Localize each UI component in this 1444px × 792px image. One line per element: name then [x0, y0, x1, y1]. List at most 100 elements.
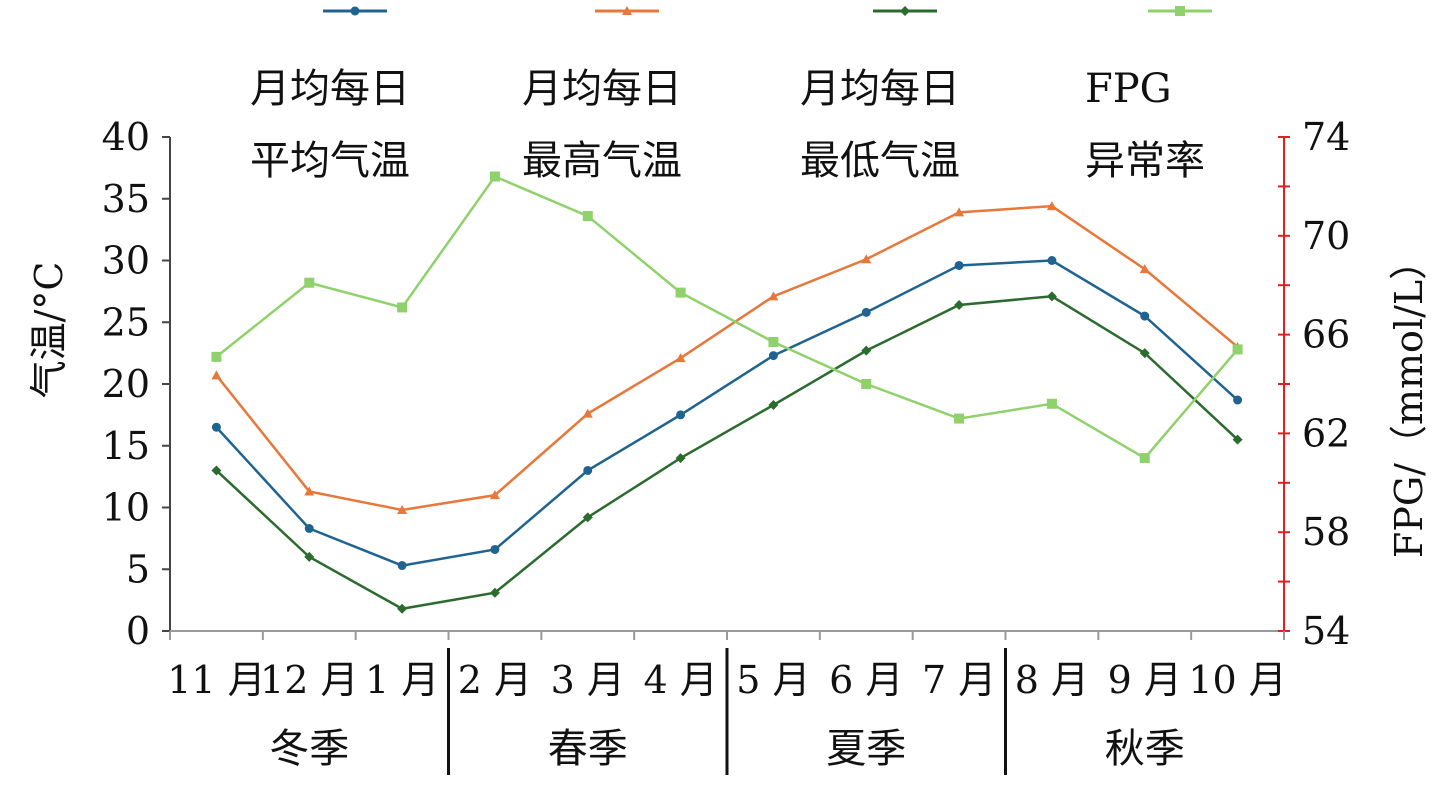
series-line — [215, 204, 1239, 512]
data-point — [900, 6, 910, 16]
season-label: 秋季 — [1105, 726, 1185, 772]
data-point — [861, 379, 872, 389]
legend-label: 月均每日 — [250, 66, 410, 112]
data-point — [211, 351, 222, 362]
season-label: 春季 — [548, 726, 628, 772]
data-point — [350, 6, 360, 16]
series-line — [215, 295, 1239, 611]
data-point — [1175, 6, 1185, 16]
data-point — [304, 277, 315, 288]
data-point — [304, 551, 315, 562]
right-tick-label: 66 — [1302, 313, 1350, 357]
right-tick-label: 74 — [1302, 115, 1350, 159]
legend-label: 月均每日 — [522, 66, 682, 112]
left-tick-label: 10 — [102, 486, 150, 530]
season-labels: 冬季 春季 夏季 秋季 — [269, 648, 1185, 775]
data-point — [582, 211, 593, 222]
category-label: 9 月 — [1108, 658, 1182, 702]
data-point — [211, 370, 222, 380]
series-line — [215, 174, 1239, 460]
y2-axis-label: FPG/（mmol/L） — [1387, 242, 1431, 558]
category-label: 12 月 — [260, 658, 358, 702]
legend-label: 最高气温 — [522, 138, 682, 184]
left-tick-label: 40 — [102, 115, 150, 159]
category-label: 1 月 — [365, 658, 439, 702]
data-point — [397, 603, 408, 614]
data-point — [1046, 201, 1057, 211]
legend-label: FPG — [1085, 66, 1172, 112]
data-point — [861, 254, 872, 264]
data-point — [489, 171, 500, 182]
data-point — [1232, 344, 1243, 355]
right-tick-label: 70 — [1302, 214, 1350, 258]
data-point — [768, 351, 778, 361]
data-point — [1046, 398, 1057, 409]
data-point — [1139, 264, 1150, 274]
series-0 — [211, 256, 1243, 571]
category-label: 5 月 — [736, 658, 810, 702]
data-point — [211, 465, 222, 476]
category-label: 4 月 — [643, 658, 717, 702]
x-ticks — [169, 631, 1285, 640]
axes: 0 5 10 15 20 25 30 35 40 54 58 62 66 70 74 气温/°C FPG/… — [27, 115, 1431, 653]
category-label: 6 月 — [829, 658, 903, 702]
series-2 — [211, 291, 1243, 614]
season-label: 夏季 — [826, 726, 906, 772]
category-label: 8 月 — [1015, 658, 1089, 702]
data-point — [861, 345, 872, 356]
legend-item-3: FPG 异常率 — [1085, 6, 1212, 184]
data-point — [489, 490, 500, 500]
data-point — [1233, 395, 1243, 405]
data-point — [304, 486, 315, 496]
series-layer — [211, 171, 1243, 614]
data-point — [954, 299, 965, 310]
data-point — [861, 307, 871, 317]
category-label: 10 月 — [1188, 658, 1286, 702]
data-point — [1140, 311, 1150, 321]
category-label: 2 月 — [458, 658, 532, 702]
data-point — [675, 353, 686, 363]
data-point — [397, 561, 407, 571]
category-label: 11 月 — [167, 658, 265, 702]
data-point — [490, 544, 500, 554]
left-tick-label: 20 — [102, 362, 150, 406]
right-tick-label: 54 — [1302, 609, 1350, 653]
data-point — [954, 207, 965, 217]
category-label: 3 月 — [551, 658, 625, 702]
data-point — [954, 260, 964, 270]
data-point — [768, 291, 779, 301]
legend-label: 平均气温 — [250, 138, 410, 184]
left-y-ticks: 0 5 10 15 20 25 30 35 40 — [102, 115, 170, 653]
data-point — [1139, 453, 1150, 464]
data-point — [582, 408, 593, 418]
left-tick-label: 0 — [126, 609, 150, 653]
data-point — [583, 465, 593, 475]
data-point — [397, 504, 408, 514]
legend-label: 月均每日 — [800, 66, 960, 112]
y-axis-label: 气温/°C — [27, 262, 71, 399]
season-label: 冬季 — [269, 726, 349, 772]
data-point — [768, 337, 779, 348]
data-point — [1047, 256, 1057, 265]
data-point — [211, 422, 221, 432]
series-1 — [211, 201, 1243, 514]
category-label: 7 月 — [922, 658, 996, 702]
data-point — [954, 413, 965, 424]
left-tick-label: 5 — [126, 547, 150, 591]
legend-label: 最低气温 — [800, 138, 960, 184]
right-tick-label: 62 — [1302, 411, 1350, 455]
data-point — [397, 302, 408, 313]
data-point — [675, 287, 686, 298]
data-point — [489, 587, 500, 598]
legend-label: 异常率 — [1085, 138, 1205, 184]
series-line — [215, 259, 1239, 567]
right-tick-label: 58 — [1302, 510, 1350, 554]
left-tick-label: 15 — [102, 424, 150, 468]
data-point — [582, 512, 593, 523]
